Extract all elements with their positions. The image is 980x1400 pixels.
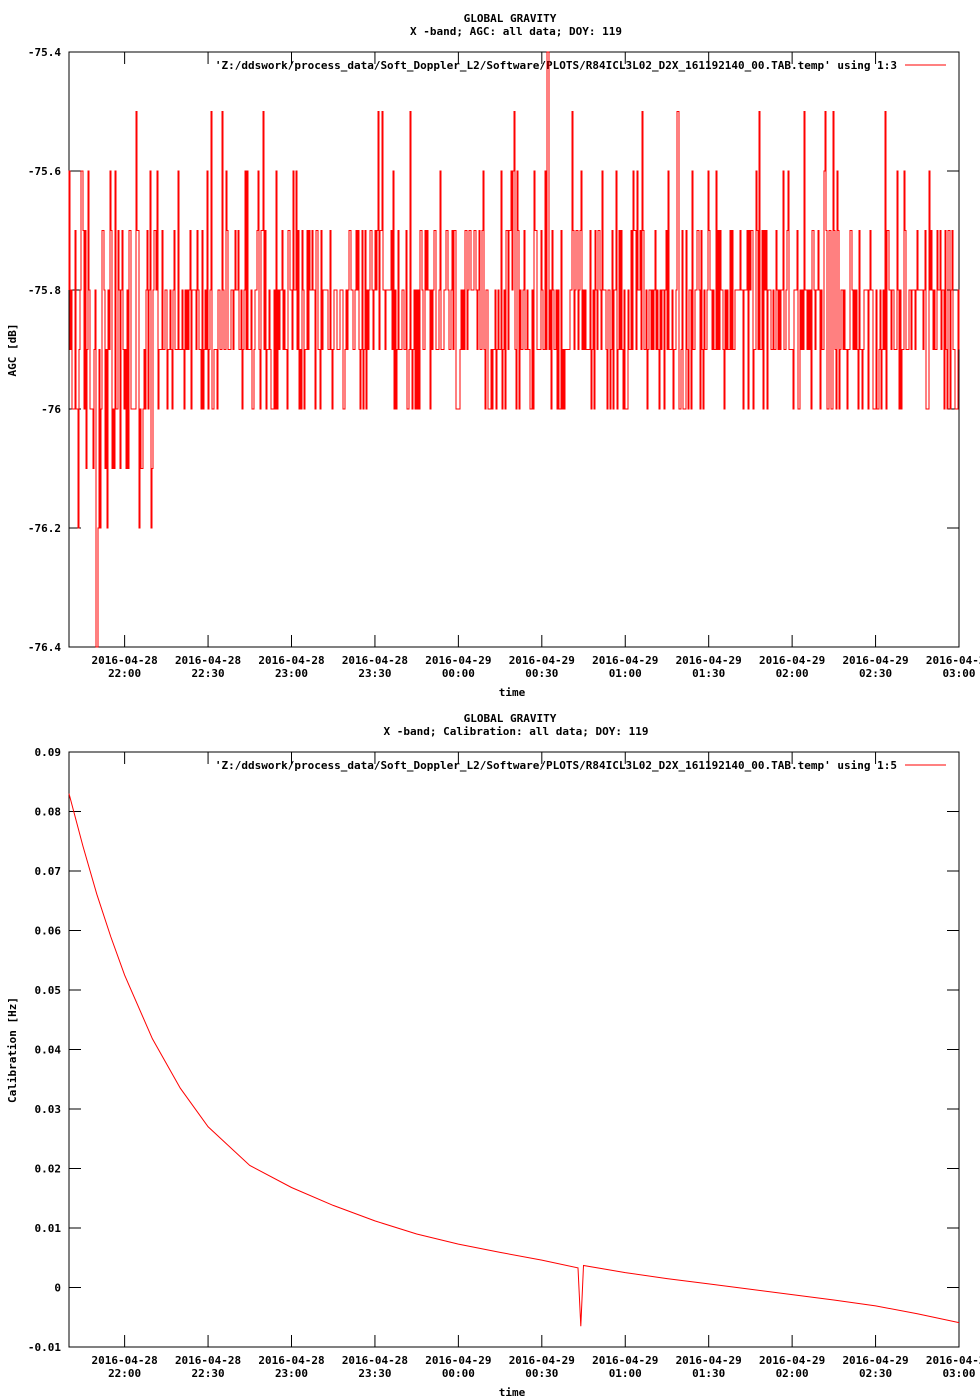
- x-tick-label-time: 22:00: [108, 667, 141, 680]
- x-tick-label-date: 2016-04-28: [258, 1354, 324, 1367]
- x-tick-label-date: 2016-04-28: [342, 654, 408, 667]
- x-tick-label-time: 22:30: [192, 1367, 225, 1380]
- y-tick-label: 0.09: [35, 746, 62, 759]
- x-tick-label-date: 2016-04-29: [759, 1354, 825, 1367]
- x-tick-label-date: 2016-04-29: [676, 654, 742, 667]
- series-line: [68, 793, 960, 1327]
- y-tick-label: 0.03: [35, 1103, 62, 1116]
- series-line: [68, 51, 960, 648]
- x-tick-label-date: 2016-04-29: [676, 1354, 742, 1367]
- legend-label: 'Z:/ddswork/process_data/Soft_Doppler_L2…: [215, 59, 897, 72]
- x-tick-label-date: 2016-04-28: [258, 654, 324, 667]
- x-axis-label: time: [499, 686, 526, 699]
- x-tick-label-date: 2016-04-28: [175, 1354, 241, 1367]
- x-tick-label-time: 02:00: [776, 667, 809, 680]
- x-tick-label-time: 01:00: [609, 1367, 642, 1380]
- y-tick-label: -75.6: [28, 165, 61, 178]
- x-tick-label-date: 2016-04-29: [842, 1354, 908, 1367]
- chart-title: GLOBAL GRAVITY: [464, 712, 557, 725]
- y-tick-label: -76.2: [28, 522, 61, 535]
- x-tick-label-date: 2016-04-29: [592, 654, 658, 667]
- y-tick-label: 0.07: [35, 865, 62, 878]
- y-tick-label: 0.05: [35, 984, 62, 997]
- x-tick-label-time: 00:30: [525, 667, 558, 680]
- x-tick-label-time: 02:30: [859, 667, 892, 680]
- y-tick-label: 0.06: [35, 925, 62, 938]
- x-tick-label-date: 2016-04-29: [425, 1354, 491, 1367]
- legend-label: 'Z:/ddswork/process_data/Soft_Doppler_L2…: [215, 759, 897, 772]
- x-tick-label-date: 2016-04-28: [92, 1354, 158, 1367]
- x-tick-label-time: 23:30: [358, 667, 391, 680]
- y-tick-label: 0.04: [35, 1044, 62, 1057]
- x-tick-label-date: 2016-04-28: [342, 1354, 408, 1367]
- y-tick-label: 0: [54, 1282, 61, 1295]
- x-tick-label-time: 02:30: [859, 1367, 892, 1380]
- x-tick-label-time: 23:00: [275, 667, 308, 680]
- chart-subtitle: X -band; Calibration: all data; DOY: 119: [384, 725, 649, 738]
- y-tick-label: 0.08: [35, 806, 62, 819]
- x-tick-label-time: 00:30: [525, 1367, 558, 1380]
- y-tick-label: -76: [41, 403, 61, 416]
- x-tick-label-time: 03:00: [942, 1367, 975, 1380]
- x-tick-label-date: 2016-04-29: [509, 654, 575, 667]
- x-tick-label-date: 2016-04-29: [592, 1354, 658, 1367]
- y-tick-label: 0.01: [35, 1222, 62, 1235]
- y-tick-label: -76.4: [28, 641, 61, 654]
- plot-frame: [68, 751, 960, 1348]
- x-tick-label-time: 01:30: [692, 667, 725, 680]
- x-tick-label-date: 2016-04-29: [842, 654, 908, 667]
- x-tick-label-date: 2016-04-29: [425, 654, 491, 667]
- x-tick-label-time: 22:30: [192, 667, 225, 680]
- x-tick-label-date: 2016-04-29: [509, 1354, 575, 1367]
- x-tick-label-date: 2016-04-28: [175, 654, 241, 667]
- x-tick-label-time: 02:00: [776, 1367, 809, 1380]
- chart-subtitle: X -band; AGC: all data; DOY: 119: [410, 25, 622, 38]
- y-tick-label: -75.4: [28, 46, 61, 59]
- x-tick-label-date: 2016-04-28: [92, 654, 158, 667]
- x-tick-label-date: 2016-04-29: [926, 1354, 980, 1367]
- x-tick-label-time: 23:30: [358, 1367, 391, 1380]
- x-tick-label-date: 2016-04-29: [926, 654, 980, 667]
- calibration-chart: GLOBAL GRAVITY X -band; Calibration: all…: [6, 712, 980, 1399]
- x-tick-label-date: 2016-04-29: [759, 654, 825, 667]
- x-tick-label-time: 01:00: [609, 667, 642, 680]
- y-tick-label: 0.02: [35, 1163, 62, 1176]
- agc-chart: GLOBAL GRAVITY X -band; AGC: all data; D…: [6, 12, 980, 699]
- y-tick-label: -75.8: [28, 284, 61, 297]
- x-tick-label-time: 23:00: [275, 1367, 308, 1380]
- y-axis-label: Calibration [Hz]: [6, 997, 19, 1103]
- x-tick-label-time: 22:00: [108, 1367, 141, 1380]
- y-tick-label: -0.01: [28, 1341, 61, 1354]
- x-tick-label-time: 00:00: [442, 1367, 475, 1380]
- x-tick-label-time: 01:30: [692, 1367, 725, 1380]
- x-tick-label-time: 00:00: [442, 667, 475, 680]
- x-axis-label: time: [499, 1386, 526, 1399]
- y-axis-label: AGC [dB]: [6, 324, 19, 377]
- chart-title: GLOBAL GRAVITY: [464, 12, 557, 25]
- x-tick-label-time: 03:00: [942, 667, 975, 680]
